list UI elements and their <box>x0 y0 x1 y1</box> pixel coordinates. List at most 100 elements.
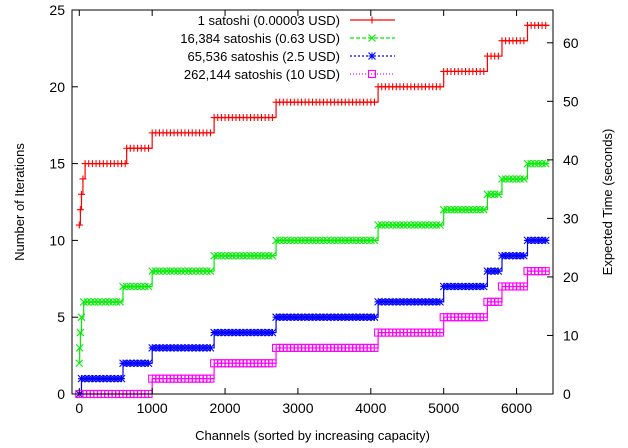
data-point <box>202 344 211 352</box>
y2-axis-label: Expected Time (seconds) <box>600 129 615 276</box>
y-axis-label: Number of Iterations <box>12 143 27 261</box>
data-point <box>90 297 99 306</box>
data-point <box>79 175 87 183</box>
data-point <box>432 221 441 229</box>
data-point <box>257 328 266 337</box>
data-point <box>352 313 361 322</box>
y2-tick-label: 60 <box>563 35 579 51</box>
data-point <box>406 297 415 306</box>
data-point <box>505 175 514 183</box>
data-point <box>184 267 193 276</box>
data-point <box>527 159 536 168</box>
data-point <box>159 267 167 276</box>
data-point <box>359 313 368 322</box>
data-point <box>101 297 110 306</box>
data-point <box>443 205 452 214</box>
data-point <box>454 282 463 291</box>
data-point <box>286 236 295 245</box>
data-point <box>428 297 437 306</box>
data-point <box>487 190 495 199</box>
data-point <box>348 313 357 322</box>
data-point <box>202 267 211 276</box>
data-point <box>345 236 353 245</box>
data-point <box>268 251 277 260</box>
data-point <box>297 236 306 245</box>
y-tick-label: 15 <box>49 156 65 172</box>
data-point <box>159 344 167 352</box>
data-point <box>206 374 215 383</box>
data-point <box>308 313 317 322</box>
data-point <box>512 175 521 183</box>
data-point <box>512 251 521 260</box>
data-point <box>206 267 215 276</box>
data-point <box>84 374 93 383</box>
data-point <box>272 313 280 322</box>
data-point <box>294 313 302 322</box>
legend-label: 1 satoshi (0.00003 USD) <box>198 13 340 28</box>
series-1 <box>75 21 550 229</box>
data-point <box>523 159 532 168</box>
x-tick-label: 2000 <box>209 400 240 416</box>
data-point <box>337 236 346 245</box>
y-tick-label: 20 <box>49 79 65 95</box>
data-point <box>87 297 95 306</box>
data-point <box>388 297 397 306</box>
data-point <box>432 297 441 306</box>
data-point <box>105 297 114 306</box>
data-point <box>213 328 222 337</box>
series-3 <box>75 236 550 398</box>
data-point <box>519 175 528 183</box>
data-point <box>130 282 138 291</box>
y-tick-label: 25 <box>49 2 65 18</box>
data-point <box>363 236 372 245</box>
data-point <box>144 359 153 368</box>
data-point <box>436 221 444 229</box>
data-point <box>439 282 448 291</box>
data-point <box>246 328 255 337</box>
data-point <box>108 297 117 306</box>
data-point <box>330 313 339 322</box>
data-point <box>439 205 448 214</box>
data-point <box>272 236 280 245</box>
data-point <box>494 52 502 60</box>
data-point <box>210 328 219 337</box>
data-point <box>110 374 119 383</box>
data-point <box>399 221 408 229</box>
data-point <box>414 297 423 306</box>
data-point <box>421 221 430 229</box>
data-point <box>75 221 83 229</box>
data-point <box>334 236 342 245</box>
data-point <box>377 221 386 229</box>
legend-marker <box>368 16 376 24</box>
data-point <box>381 297 390 306</box>
data-point <box>450 205 459 214</box>
data-point <box>450 282 459 291</box>
data-point <box>162 344 171 352</box>
data-point <box>261 328 270 337</box>
data-point <box>221 328 229 337</box>
data-point <box>370 313 379 322</box>
data-point <box>436 83 444 91</box>
series-markers <box>75 21 550 229</box>
data-point <box>279 313 288 322</box>
data-point <box>224 328 233 337</box>
data-point <box>421 297 430 306</box>
data-point <box>257 251 266 260</box>
data-point <box>443 282 452 291</box>
data-point <box>213 251 222 260</box>
data-point <box>534 236 543 245</box>
x-tick-label: 5000 <box>428 400 459 416</box>
data-point <box>103 374 111 383</box>
data-point <box>334 313 342 322</box>
data-point <box>403 221 412 229</box>
data-point <box>392 221 401 229</box>
series-markers <box>75 267 550 399</box>
data-point <box>76 206 84 214</box>
data-point <box>79 297 88 306</box>
y2-tick-label: 0 <box>563 386 571 402</box>
data-point <box>199 267 208 276</box>
data-point <box>468 282 477 291</box>
data-point <box>184 344 193 352</box>
legend-item: 262,144 satoshis (10 USD) <box>184 67 395 82</box>
data-point <box>490 190 499 199</box>
